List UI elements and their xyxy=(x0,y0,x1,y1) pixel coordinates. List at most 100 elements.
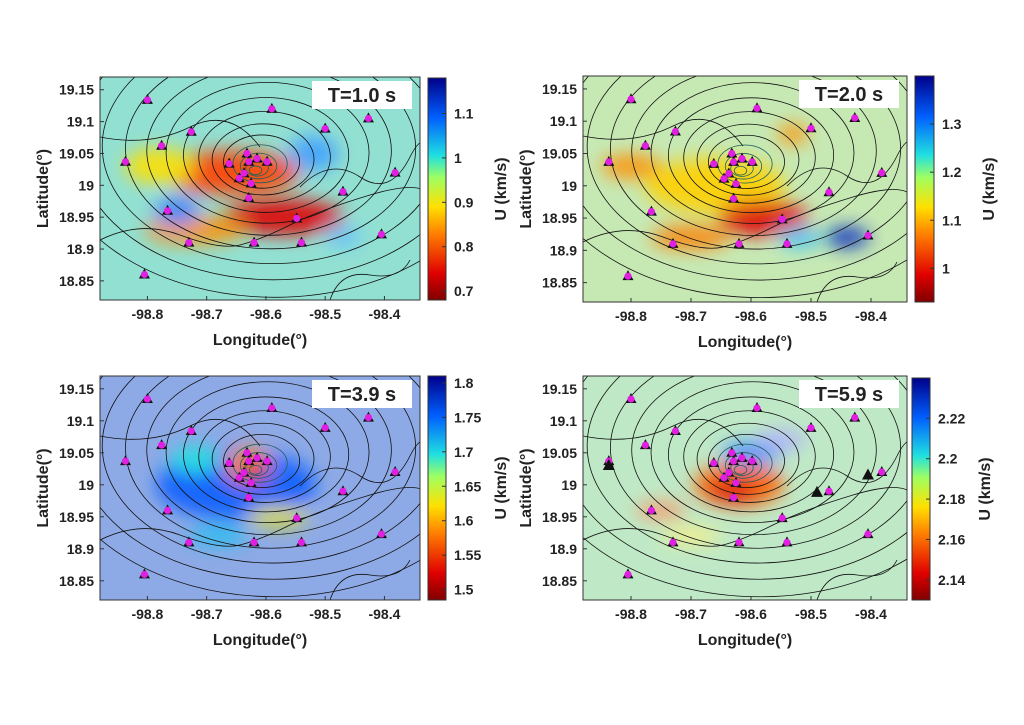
panel-title: T=3.9 s xyxy=(328,384,396,406)
contour xyxy=(733,165,748,176)
contour xyxy=(248,464,263,475)
station-dot xyxy=(730,457,738,465)
colorbar xyxy=(427,375,447,601)
plot-area xyxy=(100,376,420,600)
contour xyxy=(165,81,370,224)
station-dot xyxy=(235,174,243,182)
colorbar-tick-label: 1.3 xyxy=(942,116,962,132)
y-axis-label: Latitude(°) xyxy=(518,149,535,228)
station-dot xyxy=(730,195,738,203)
contour xyxy=(786,441,907,487)
station-dot xyxy=(247,479,255,487)
colorbar xyxy=(427,77,447,301)
station-dot xyxy=(187,427,195,435)
contour xyxy=(100,538,420,598)
anomaly xyxy=(155,196,200,225)
x-tick-label: -98.7 xyxy=(675,606,707,622)
station-dot xyxy=(293,214,301,223)
colorbar-tick-label: 1.8 xyxy=(454,375,474,391)
anomaly xyxy=(124,148,195,185)
station-dot xyxy=(720,474,728,482)
station-dot xyxy=(647,208,656,216)
station-dot xyxy=(738,454,746,462)
contour xyxy=(232,443,288,483)
x-tick-label: -98.6 xyxy=(250,306,282,322)
y-tick-label: 19.15 xyxy=(542,381,577,397)
station-dot xyxy=(753,104,761,112)
station-dot xyxy=(263,457,271,465)
contour xyxy=(586,376,907,564)
contour xyxy=(299,142,420,188)
contour xyxy=(100,376,420,580)
y-tick-label: 18.9 xyxy=(550,541,577,557)
contour xyxy=(786,141,907,187)
station-dot xyxy=(240,169,248,177)
contour xyxy=(696,422,800,495)
colorbar-tick-label: 2.14 xyxy=(938,572,965,588)
colorbar-label: U (km/s) xyxy=(493,157,510,220)
contour xyxy=(329,559,411,600)
station-dot xyxy=(725,469,733,477)
x-tick-label: -98.4 xyxy=(855,606,887,622)
contour xyxy=(101,77,420,264)
station-dot xyxy=(187,128,195,136)
y-tick-label: 19 xyxy=(561,477,577,493)
colorbar-tick-label: 2.16 xyxy=(938,531,965,547)
station-dot xyxy=(140,570,149,579)
x-tick-label: -98.4 xyxy=(368,306,400,322)
y-tick-label: 18.95 xyxy=(542,509,577,525)
anomaly xyxy=(601,154,661,179)
station-dot xyxy=(735,240,743,248)
contour xyxy=(232,144,288,184)
y-tick-label: 18.95 xyxy=(542,210,577,226)
colorbar-tick-label: 0.8 xyxy=(454,239,474,255)
station-dot xyxy=(753,404,761,412)
colorbar-tick-label: 1 xyxy=(454,150,462,166)
x-tick-label: -98.8 xyxy=(615,606,647,622)
station-dot xyxy=(321,125,329,133)
contour xyxy=(239,452,278,479)
anomaly xyxy=(718,200,808,237)
anomaly xyxy=(169,445,220,474)
x-tick-label: -98.7 xyxy=(191,306,223,322)
colorbar-tick-label: 1.6 xyxy=(454,513,474,529)
station-dot xyxy=(158,142,166,150)
contour xyxy=(724,153,763,180)
station-dot xyxy=(185,239,193,247)
station-dot xyxy=(725,169,733,178)
station-dot xyxy=(143,395,152,403)
contour xyxy=(733,464,748,475)
x-tick-label: -98.7 xyxy=(191,606,223,622)
station-dot xyxy=(391,168,399,177)
colorbar-tick-label: 1.7 xyxy=(454,444,474,460)
station-dot xyxy=(825,487,833,495)
y-axis-label: Latitude(°) xyxy=(518,448,535,527)
station-dot xyxy=(243,449,251,457)
station-dot xyxy=(671,427,680,435)
velocity-field xyxy=(601,124,869,250)
contour xyxy=(183,97,350,213)
colorbar-label: U (km/s) xyxy=(977,457,994,520)
plot-area xyxy=(100,77,420,300)
station-dot xyxy=(185,538,193,547)
map-panel: T=5.9 s -98.8 -98.7 -98.6 -98.5 -98.4 18.85 18.… xyxy=(518,375,994,649)
station-dot xyxy=(235,474,243,482)
station-dot xyxy=(730,158,738,166)
station-dot xyxy=(627,95,635,103)
x-tick-label: -98.4 xyxy=(368,606,400,622)
station-dot xyxy=(735,538,743,547)
contour xyxy=(667,97,835,214)
y-tick-label: 18.95 xyxy=(59,509,94,525)
contour xyxy=(100,487,420,547)
contour xyxy=(667,396,835,513)
y-tick-label: 19.05 xyxy=(542,145,577,161)
contour xyxy=(248,165,263,176)
station-dot xyxy=(624,272,632,280)
colorbar-label: U (km/s) xyxy=(981,157,998,220)
x-axis-label: Longitude(°) xyxy=(213,632,307,649)
anomaly xyxy=(778,124,808,145)
contour xyxy=(650,82,855,224)
station-dot xyxy=(730,494,738,502)
y-tick-label: 19.15 xyxy=(59,82,94,98)
y-tick-label: 19 xyxy=(78,477,94,493)
